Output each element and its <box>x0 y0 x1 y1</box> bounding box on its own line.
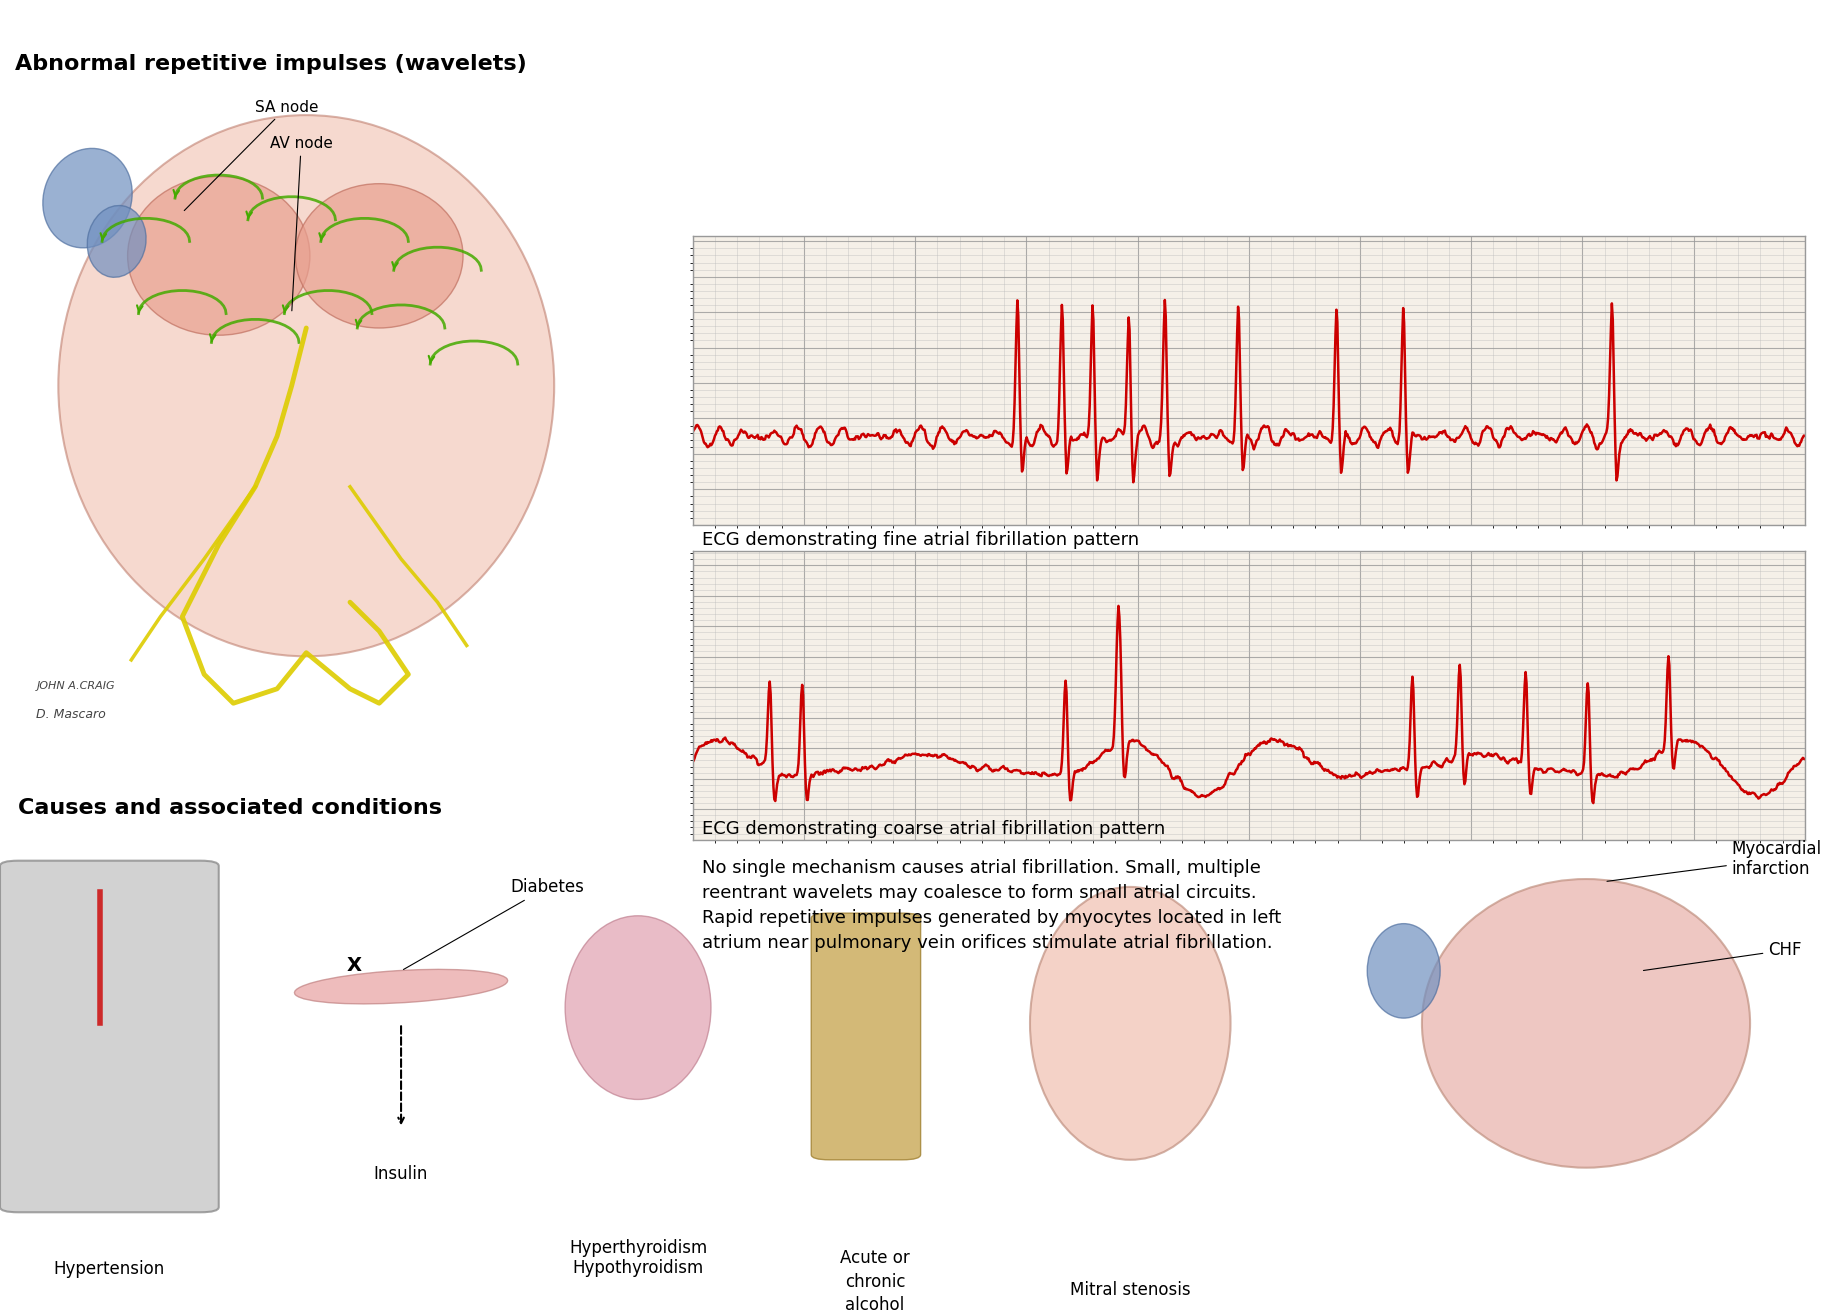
Ellipse shape <box>295 184 463 328</box>
Text: Mitral stenosis: Mitral stenosis <box>1070 1281 1190 1299</box>
Ellipse shape <box>565 916 711 1099</box>
FancyBboxPatch shape <box>811 913 921 1160</box>
Text: No single mechanism causes atrial fibrillation. Small, multiple
reentrant wavele: No single mechanism causes atrial fibril… <box>702 859 1282 953</box>
Text: Hyperthyroidism
Hypothyroidism: Hyperthyroidism Hypothyroidism <box>569 1239 707 1278</box>
Ellipse shape <box>58 115 554 656</box>
Text: ECG demonstrating coarse atrial fibrillation pattern: ECG demonstrating coarse atrial fibrilla… <box>702 820 1165 838</box>
Text: Causes and associated conditions: Causes and associated conditions <box>18 798 443 817</box>
Text: Diabetes: Diabetes <box>403 878 585 970</box>
Ellipse shape <box>1367 924 1440 1018</box>
Ellipse shape <box>1422 879 1750 1168</box>
Text: CHF: CHF <box>1644 941 1801 971</box>
Text: Hypertension: Hypertension <box>53 1260 166 1278</box>
Ellipse shape <box>88 206 146 277</box>
Text: Myocardial
infarction: Myocardial infarction <box>1608 840 1821 882</box>
Ellipse shape <box>42 148 133 248</box>
Ellipse shape <box>1030 887 1231 1160</box>
Text: X: X <box>346 956 361 975</box>
Text: JOHN A.CRAIG: JOHN A.CRAIG <box>36 681 115 691</box>
Text: Acute or
chronic
alcohol
use: Acute or chronic alcohol use <box>840 1249 910 1312</box>
Text: D. Mascaro: D. Mascaro <box>36 707 106 720</box>
Ellipse shape <box>128 177 310 336</box>
Ellipse shape <box>295 970 507 1004</box>
Text: SA node: SA node <box>184 100 319 210</box>
FancyBboxPatch shape <box>0 861 219 1212</box>
Text: Abnormal repetitive impulses (wavelets): Abnormal repetitive impulses (wavelets) <box>15 54 527 73</box>
Text: Insulin: Insulin <box>374 1165 428 1183</box>
Text: ECG demonstrating fine atrial fibrillation pattern: ECG demonstrating fine atrial fibrillati… <box>702 531 1139 550</box>
Text: AV node: AV node <box>270 135 332 311</box>
